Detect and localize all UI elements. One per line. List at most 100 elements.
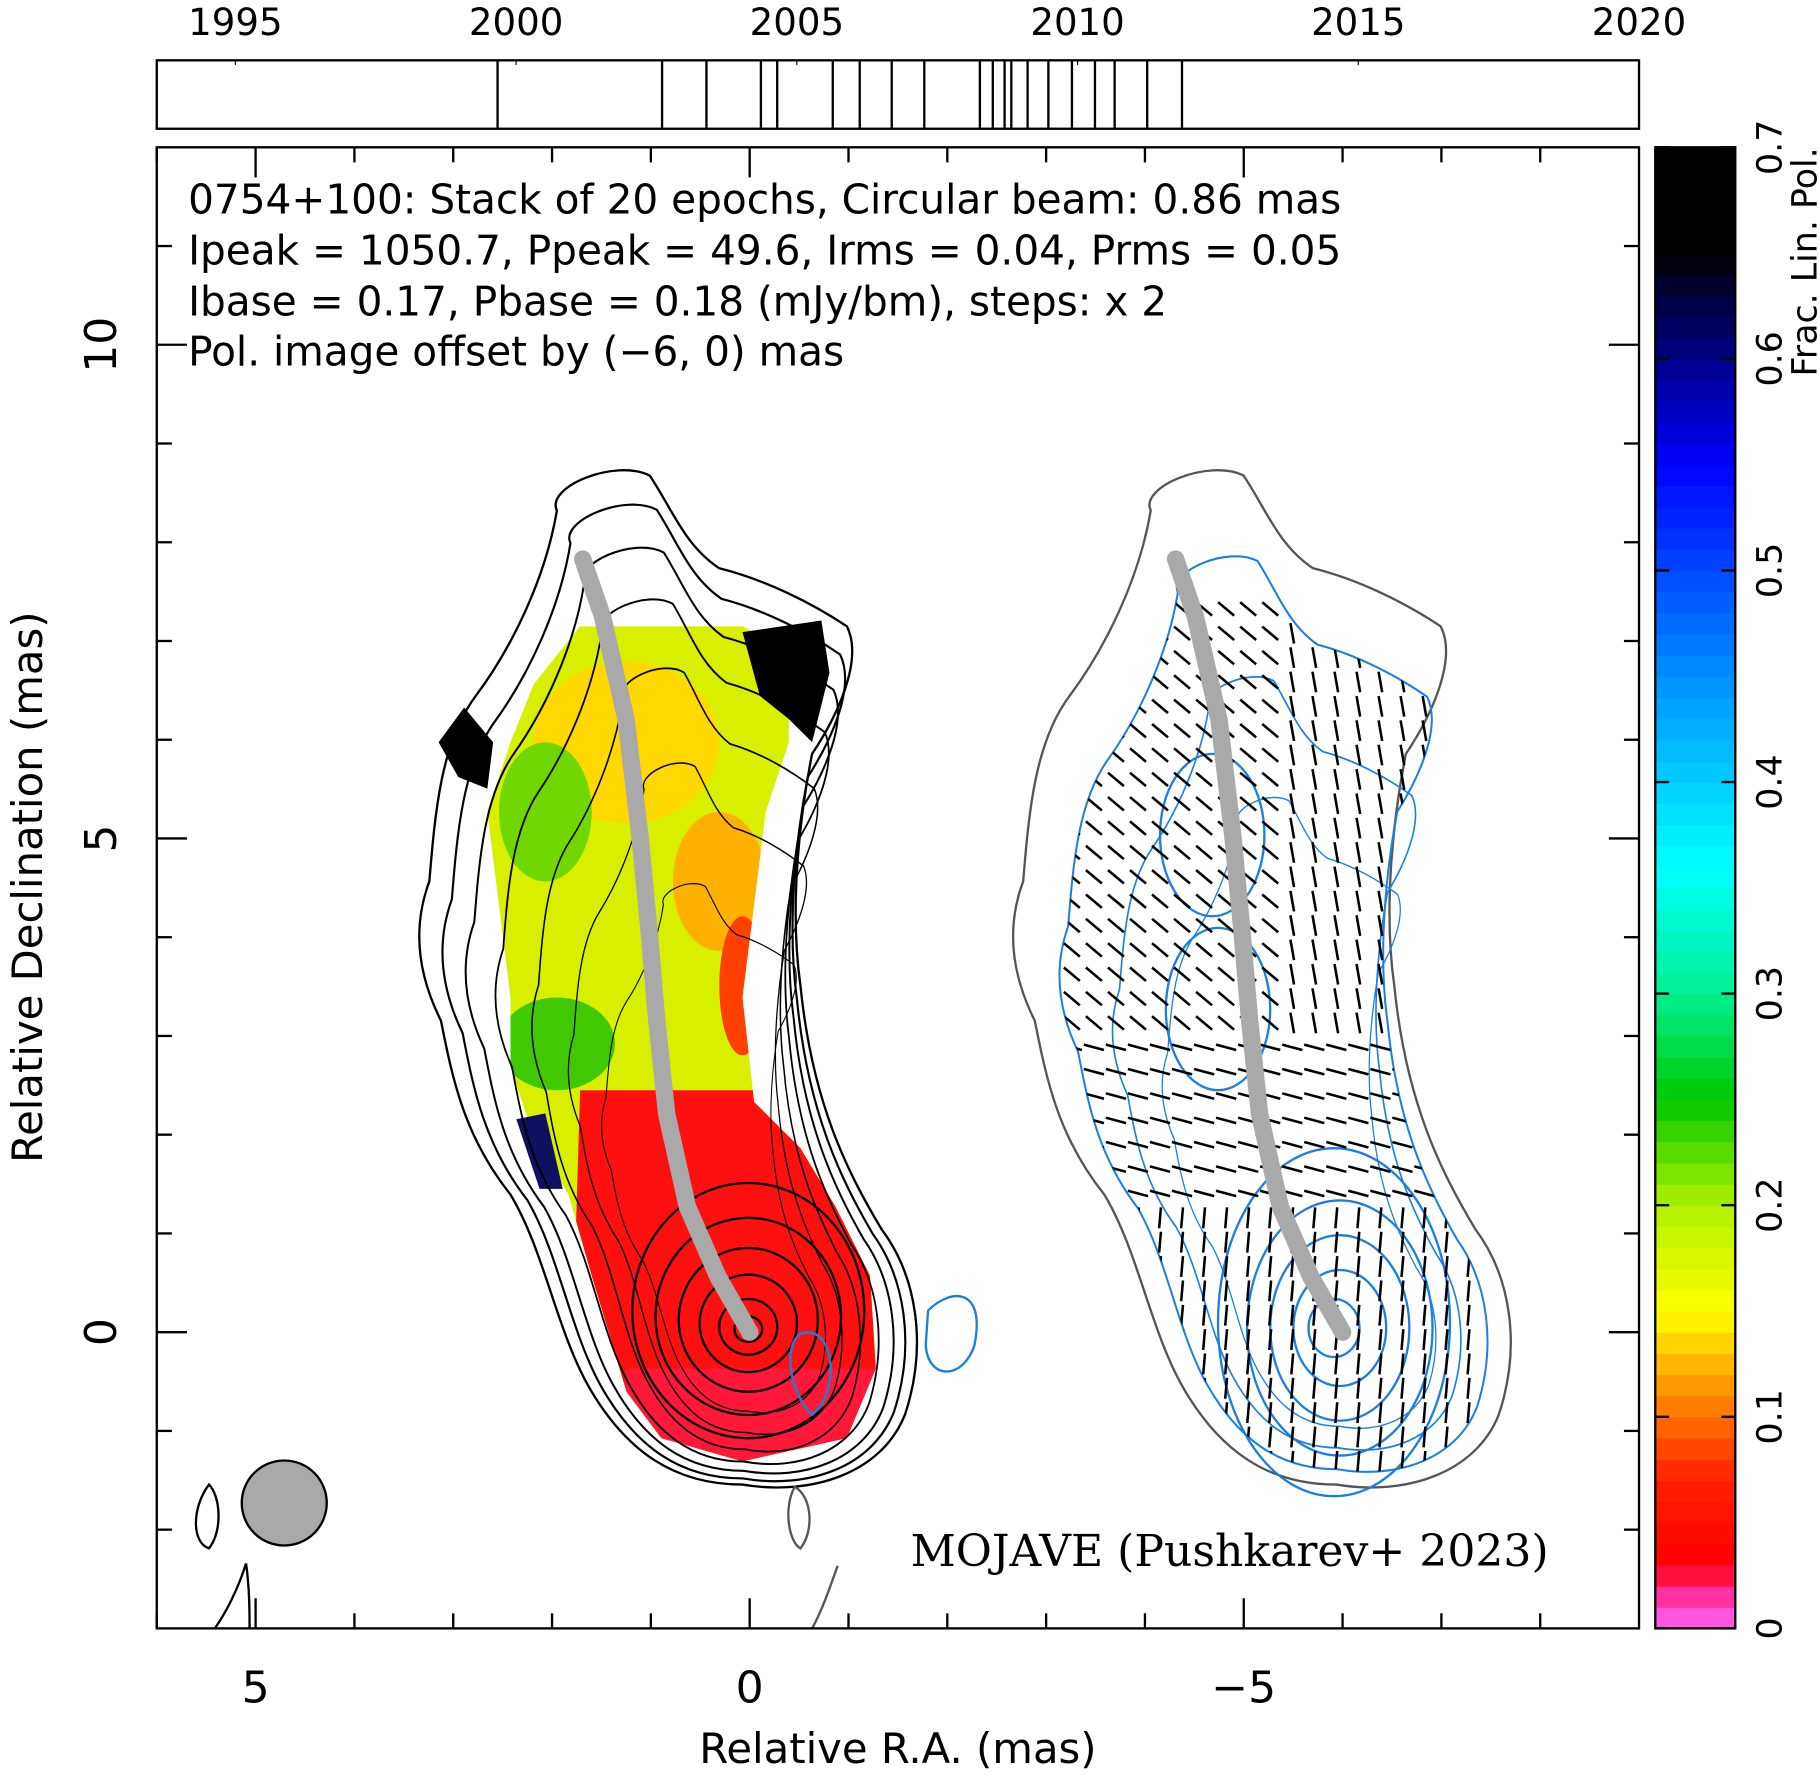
evpa-tick bbox=[1195, 722, 1213, 739]
y-axis-label: Relative Declination (mas) bbox=[3, 612, 52, 1163]
colorbar-step bbox=[1655, 1268, 1736, 1291]
evpa-tick bbox=[1466, 1353, 1471, 1375]
evpa-tick bbox=[1193, 1116, 1215, 1125]
colorbar-step bbox=[1655, 824, 1736, 847]
evpa-tick bbox=[1085, 625, 1103, 641]
evpa-tick bbox=[1173, 649, 1191, 666]
evpa-tick bbox=[1115, 1475, 1117, 1496]
evpa-tick bbox=[1042, 821, 1058, 834]
colorbar-step bbox=[1655, 972, 1736, 995]
evpa-ticks bbox=[1042, 598, 1479, 1496]
evpa-tick bbox=[1261, 722, 1280, 739]
evpa-tick bbox=[1436, 1092, 1457, 1100]
colorbar-step bbox=[1655, 676, 1736, 698]
evpa-tick bbox=[1444, 1402, 1449, 1424]
evpa-tick bbox=[1157, 1280, 1163, 1302]
evpa-tick bbox=[1444, 1231, 1449, 1253]
evpa-tick bbox=[1268, 1280, 1273, 1302]
evpa-tick bbox=[1261, 820, 1280, 836]
evpa-tick bbox=[1195, 966, 1213, 982]
evpa-tick bbox=[1325, 1189, 1347, 1198]
evpa-tick bbox=[1458, 1092, 1479, 1100]
evpa-tick bbox=[1173, 893, 1191, 909]
evpa-tick bbox=[1399, 622, 1406, 644]
evpa-tick bbox=[1195, 747, 1213, 763]
colorbar-step bbox=[1655, 1120, 1736, 1143]
evpa-tick bbox=[1377, 841, 1384, 863]
evpa-tick bbox=[1151, 917, 1169, 934]
evpa-tick bbox=[1239, 771, 1257, 788]
evpa-tick bbox=[1179, 1353, 1185, 1375]
evpa-tick bbox=[1333, 744, 1340, 766]
evpa-tick bbox=[1239, 820, 1257, 836]
evpa-tick bbox=[1061, 1092, 1083, 1100]
evpa-tick bbox=[1281, 1116, 1303, 1125]
evpa-tick bbox=[1049, 1451, 1051, 1472]
evpa-tick bbox=[1421, 988, 1428, 1010]
evpa-tick bbox=[1377, 622, 1384, 644]
evpa-tick bbox=[1333, 866, 1340, 888]
evpa-tick bbox=[1085, 674, 1103, 690]
evpa-tick bbox=[1107, 820, 1125, 836]
evpa-tick bbox=[1400, 1231, 1405, 1253]
evpa-tick bbox=[1157, 1207, 1163, 1229]
evpa-tick bbox=[1063, 601, 1081, 617]
evpa-tick bbox=[1113, 1353, 1119, 1375]
colorbar-step bbox=[1655, 316, 1736, 339]
evpa-tick bbox=[1436, 1067, 1457, 1076]
evpa-tick bbox=[1355, 695, 1362, 717]
evpa-tick bbox=[1085, 722, 1103, 739]
evpa-tick bbox=[1369, 1067, 1391, 1076]
evpa-tick bbox=[1063, 771, 1081, 788]
evpa-tick bbox=[1091, 1377, 1097, 1399]
evpa-tick bbox=[1465, 647, 1472, 669]
colorbar-step bbox=[1655, 464, 1736, 487]
evpa-tick bbox=[1069, 1207, 1075, 1229]
evpa-tick bbox=[1421, 817, 1428, 839]
evpa-tick bbox=[1239, 625, 1257, 641]
evpa-tick bbox=[1149, 1116, 1171, 1125]
evpa-tick bbox=[1151, 625, 1169, 641]
evpa-tick bbox=[1063, 893, 1081, 909]
evpa-tick bbox=[1465, 720, 1472, 742]
evpa-tick bbox=[1311, 768, 1318, 790]
evpa-tick bbox=[1091, 1353, 1097, 1375]
evpa-tick bbox=[1085, 844, 1103, 861]
colorbar-step bbox=[1655, 295, 1736, 318]
evpa-tick bbox=[1059, 1165, 1061, 1174]
evpa-tick bbox=[1225, 1475, 1227, 1496]
colorbar-step bbox=[1655, 1289, 1736, 1312]
colorbar-step bbox=[1655, 887, 1736, 910]
evpa-tick bbox=[1311, 890, 1318, 912]
evpa-tick bbox=[1129, 966, 1147, 982]
evpa-tick bbox=[1105, 1116, 1127, 1125]
evpa-tick bbox=[1468, 1475, 1470, 1496]
colorbar-step bbox=[1655, 1480, 1736, 1503]
evpa-tick bbox=[1245, 1304, 1251, 1326]
evpa-tick bbox=[1151, 844, 1169, 861]
evpa-tick bbox=[1157, 1304, 1163, 1326]
colorbar-step bbox=[1655, 1332, 1736, 1354]
evpa-tick bbox=[1289, 988, 1296, 1010]
colorbar-tick-label: 0.5 bbox=[1751, 543, 1791, 598]
evpa-tick bbox=[1303, 1140, 1325, 1149]
evpa-tick bbox=[1157, 1353, 1163, 1375]
evpa-tick bbox=[1171, 1067, 1193, 1076]
colorbar-step bbox=[1655, 189, 1736, 212]
evpa-tick bbox=[1356, 1426, 1361, 1448]
evpa-tick bbox=[1195, 796, 1213, 812]
evpa-tick bbox=[1400, 1329, 1405, 1351]
evpa-tick bbox=[1281, 1043, 1303, 1052]
evpa-tick bbox=[1465, 866, 1472, 888]
evpa-tick bbox=[1069, 1402, 1075, 1424]
evpa-tick bbox=[1312, 1329, 1317, 1351]
evpa-tick bbox=[1201, 1256, 1207, 1278]
evpa-tick bbox=[1377, 768, 1384, 790]
evpa-tick bbox=[1458, 1116, 1479, 1125]
timeline-tick-label: 2000 bbox=[469, 1, 563, 44]
colorbar-step bbox=[1655, 485, 1736, 508]
evpa-tick bbox=[1377, 647, 1384, 669]
evpa-tick bbox=[1195, 917, 1213, 934]
evpa-tick bbox=[1303, 1189, 1325, 1198]
evpa-tick bbox=[1261, 990, 1280, 1007]
